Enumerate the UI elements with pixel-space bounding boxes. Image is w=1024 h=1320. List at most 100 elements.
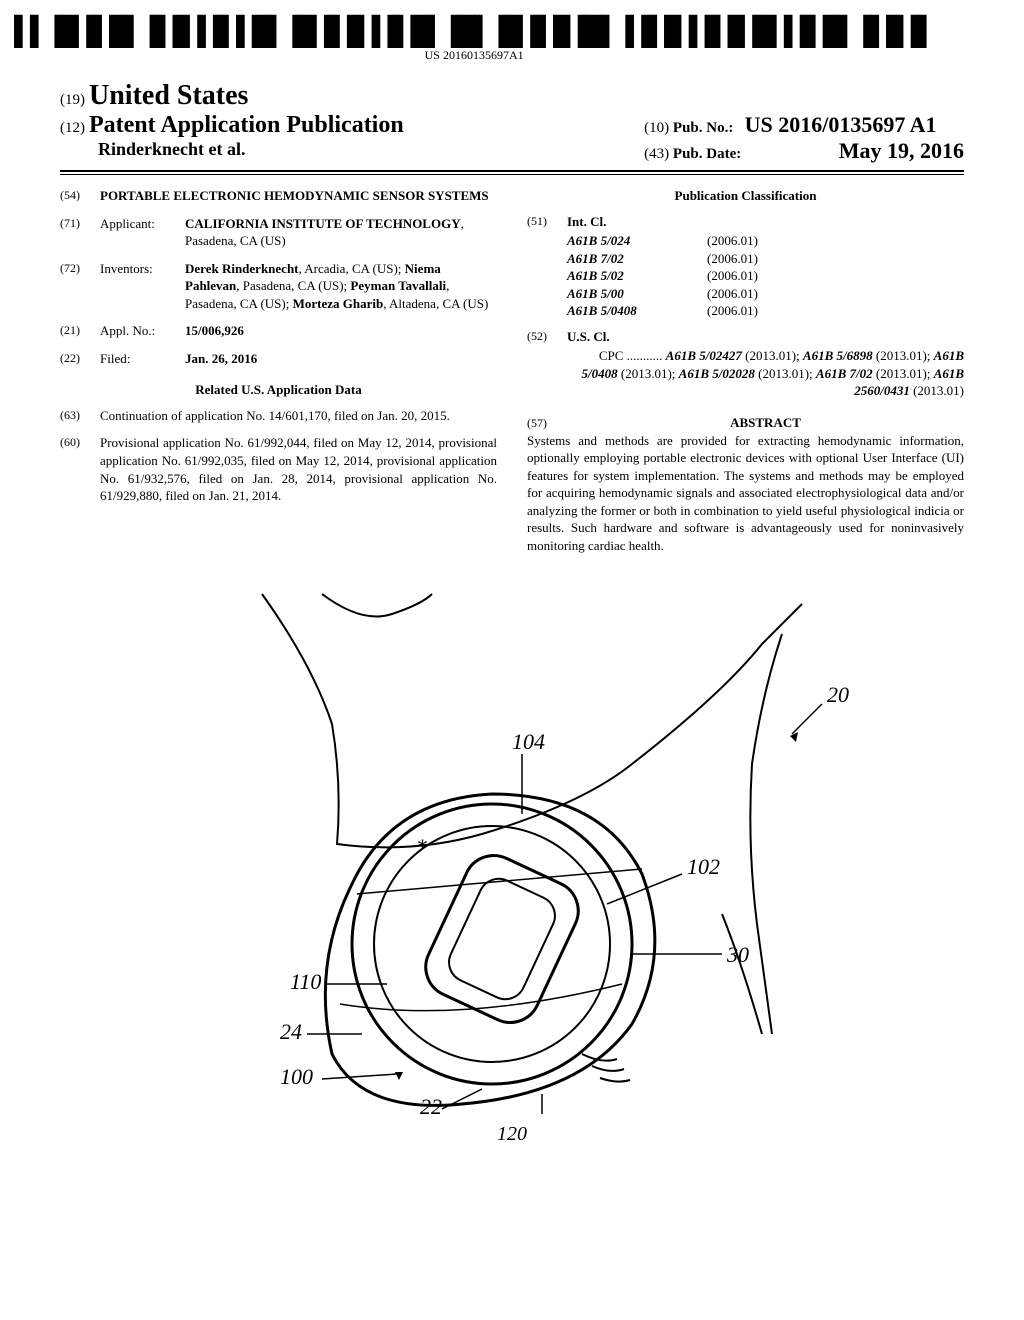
- svg-text:*: *: [417, 834, 428, 859]
- continuation-text: Continuation of application No. 14/601,1…: [100, 407, 497, 425]
- right-column: Publication Classification (51) Int. Cl.…: [527, 187, 964, 554]
- cpc-code: A61B 5/6898: [803, 348, 873, 363]
- pub-class-title: Publication Classification: [527, 187, 964, 205]
- intcl-row: A61B 5/024(2006.01): [567, 232, 964, 250]
- cpc-ver: (2013.01);: [742, 348, 803, 363]
- rule-thick: [60, 170, 964, 172]
- cpc-prefix: CPC ...........: [599, 348, 663, 363]
- cpc-code: A61B 5/02427: [666, 348, 742, 363]
- code-51: (51): [527, 213, 567, 231]
- inventors-value: Derek Rinderknecht, Arcadia, CA (US); Ni…: [185, 260, 497, 313]
- inventor-1-loc: , Arcadia, CA (US);: [299, 261, 405, 276]
- ref-30: 30: [726, 942, 749, 967]
- code-52: (52): [527, 328, 567, 346]
- intcl-table: A61B 5/024(2006.01) A61B 7/02(2006.01) A…: [567, 232, 964, 320]
- code-63: (63): [60, 407, 100, 425]
- cpc-code: A61B 7/02: [816, 366, 873, 381]
- applicant-value: CALIFORNIA INSTITUTE OF TECHNOLOGY, Pasa…: [185, 215, 497, 250]
- label-intcl: Int. Cl.: [567, 213, 606, 231]
- ref-22: 22: [420, 1094, 442, 1114]
- appl-no: 15/006,926: [185, 322, 497, 340]
- ref-20: 20: [827, 682, 849, 707]
- code-54: (54): [60, 187, 100, 205]
- applicant-name: CALIFORNIA INSTITUTE OF TECHNOLOGY: [185, 216, 461, 231]
- abstract-title: ABSTRACT: [567, 414, 964, 432]
- figure-area: * 104 102 30 20 110: [60, 584, 964, 1146]
- country-name: United States: [89, 80, 248, 111]
- code-19: (19): [60, 92, 85, 108]
- field-22: (22) Filed: Jan. 26, 2016: [60, 350, 497, 368]
- cpc-ver: (2013.01);: [873, 348, 934, 363]
- intcl-ver: (2006.01): [707, 302, 758, 320]
- intcl-ver: (2006.01): [707, 285, 758, 303]
- barcode-number: US 20160135697A1: [14, 48, 934, 63]
- intcl-code: A61B 5/024: [567, 232, 707, 250]
- field-52: (52) U.S. Cl.: [527, 328, 964, 346]
- intcl-code: A61B 5/00: [567, 285, 707, 303]
- label-inventors: Inventors:: [100, 260, 185, 313]
- code-60: (60): [60, 434, 100, 504]
- intcl-ver: (2006.01): [707, 232, 758, 250]
- ref-120: 120: [60, 1123, 964, 1146]
- pub-date-label: Pub. Date:: [673, 146, 741, 162]
- intcl-code: A61B 5/0408: [567, 302, 707, 320]
- ref-104: 104: [512, 729, 545, 754]
- code-57: (57): [527, 415, 567, 431]
- code-43: (43): [644, 146, 669, 162]
- barcode-graphic: ▌▌▐█▐▌█▌▐▌█▐▐▌▌█▌▐█▐▌█▐▐▌█▌▐█▌▐█▐▌█▐█▌▐▐…: [14, 18, 934, 46]
- inventor-3-name: Peyman Tavallali: [350, 278, 446, 293]
- code-21: (21): [60, 322, 100, 340]
- cpc-ver: (2013.01);: [755, 366, 816, 381]
- inventor-4-loc: , Altadena, CA (US): [383, 296, 488, 311]
- header: (19) United States (12) Patent Applicati…: [60, 80, 964, 164]
- authors-line: Rinderknecht et al.: [98, 139, 404, 160]
- field-71: (71) Applicant: CALIFORNIA INSTITUTE OF …: [60, 215, 497, 250]
- field-63: (63) Continuation of application No. 14/…: [60, 407, 497, 425]
- cpc-ver: (2013.01);: [618, 366, 679, 381]
- field-21: (21) Appl. No.: 15/006,926: [60, 322, 497, 340]
- cpc-ver: (2013.01): [910, 383, 964, 398]
- rule-thin: [60, 174, 964, 175]
- intcl-code: A61B 5/02: [567, 267, 707, 285]
- code-72: (72): [60, 260, 100, 313]
- bibliographic-columns: (54) PORTABLE ELECTRONIC HEMODYNAMIC SEN…: [60, 187, 964, 554]
- pub-no: US 2016/0135697 A1: [745, 112, 937, 137]
- filed-date: Jan. 26, 2016: [185, 350, 497, 368]
- ref-100: 100: [280, 1064, 313, 1089]
- invention-title: PORTABLE ELECTRONIC HEMODYNAMIC SENSOR S…: [100, 187, 497, 205]
- intcl-row: A61B 5/02(2006.01): [567, 267, 964, 285]
- ref-24: 24: [280, 1019, 302, 1044]
- patent-figure: * 104 102 30 20 110: [162, 584, 862, 1114]
- left-column: (54) PORTABLE ELECTRONIC HEMODYNAMIC SEN…: [60, 187, 497, 554]
- ref-110: 110: [290, 969, 321, 994]
- field-60: (60) Provisional application No. 61/992,…: [60, 434, 497, 504]
- cpc-block: CPC ........... A61B 5/02427 (2013.01); …: [567, 347, 964, 400]
- label-applicant: Applicant:: [100, 215, 185, 250]
- inventor-1-name: Derek Rinderknecht: [185, 261, 299, 276]
- pub-date: May 19, 2016: [839, 138, 964, 163]
- doc-type: Patent Application Publication: [89, 112, 404, 138]
- intcl-ver: (2006.01): [707, 267, 758, 285]
- code-22: (22): [60, 350, 100, 368]
- intcl-row: A61B 5/00(2006.01): [567, 285, 964, 303]
- provisional-text: Provisional application No. 61/992,044, …: [100, 434, 497, 504]
- inventor-4-name: Morteza Gharib: [293, 296, 384, 311]
- barcode-block: ▌▌▐█▐▌█▌▐▌█▐▐▌▌█▌▐█▐▌█▐▐▌█▌▐█▌▐█▐▌█▐█▌▐▐…: [14, 18, 934, 63]
- code-10: (10): [644, 120, 669, 136]
- inventor-2-loc: , Pasadena, CA (US);: [236, 278, 350, 293]
- code-71: (71): [60, 215, 100, 250]
- intcl-row: A61B 7/02(2006.01): [567, 250, 964, 268]
- label-appl-no: Appl. No.:: [100, 322, 185, 340]
- intcl-code: A61B 7/02: [567, 250, 707, 268]
- field-51: (51) Int. Cl.: [527, 213, 964, 231]
- intcl-row: A61B 5/0408(2006.01): [567, 302, 964, 320]
- code-12: (12): [60, 120, 85, 136]
- cpc-code: A61B 5/02028: [679, 366, 755, 381]
- field-72: (72) Inventors: Derek Rinderknecht, Arca…: [60, 260, 497, 313]
- field-54: (54) PORTABLE ELECTRONIC HEMODYNAMIC SEN…: [60, 187, 497, 205]
- label-uscl: U.S. Cl.: [567, 328, 610, 346]
- cpc-ver: (2013.01);: [873, 366, 934, 381]
- related-data-title: Related U.S. Application Data: [60, 381, 497, 399]
- intcl-ver: (2006.01): [707, 250, 758, 268]
- ref-102: 102: [687, 854, 720, 879]
